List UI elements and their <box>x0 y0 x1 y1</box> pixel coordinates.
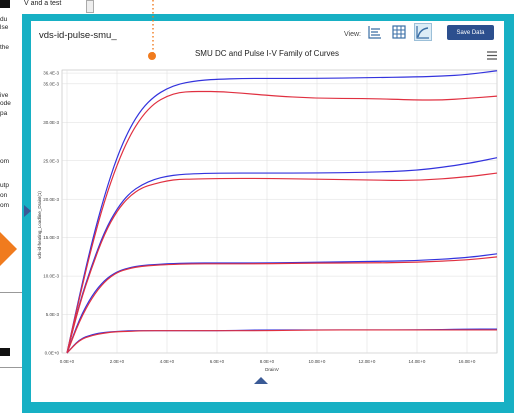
chart-series-group <box>66 70 498 354</box>
document-thumbnail <box>0 348 10 356</box>
chart-axes: 0.0E+0 2.0E+0 4.0E+0 6.0E+0 8.0E+0 10.0E+0 12.… <box>43 71 476 364</box>
doc-fragment: pa <box>0 110 8 117</box>
doc-fragment: on <box>0 192 8 199</box>
chart-settings-icon <box>368 26 381 39</box>
x-tick-label: 4.0E+0 <box>160 359 175 364</box>
graph-view-button[interactable] <box>414 23 432 41</box>
series-line-blue-4 <box>66 157 498 354</box>
series-line-red-7 <box>66 90 498 354</box>
doc-fragment: utp <box>0 182 10 189</box>
x-tick-label: 2.0E+0 <box>110 359 125 364</box>
hamburger-menu-icon[interactable] <box>487 51 497 60</box>
iv-curve-chart: SMU DC and Pulse I-V Family of Curves 0.… <box>37 49 498 372</box>
pointer-arrow-icon <box>0 232 17 266</box>
panel-title: vds-id-pulse-smu_ <box>39 30 117 41</box>
doc-fragment: om <box>0 202 10 209</box>
table-view-button[interactable] <box>391 24 407 40</box>
view-label: View: <box>344 31 361 38</box>
doc-fragment: the <box>0 44 10 51</box>
chart-grid <box>61 69 498 354</box>
y-tick-label: 36.4E-3 <box>43 71 59 76</box>
doc-fragment: lse <box>0 24 9 31</box>
x-axis-label: DrainV <box>265 367 279 372</box>
y-tick-label: 30.0E-3 <box>43 120 59 125</box>
doc-divider <box>0 367 24 368</box>
series-line-red-5 <box>66 172 498 354</box>
x-tick-label: 14.0E+0 <box>409 359 426 364</box>
y-tick-label: 20.0E-3 <box>43 197 59 202</box>
x-tick-label: 10.0E+0 <box>309 359 326 364</box>
y-tick-label: 25.0E-3 <box>43 158 59 163</box>
x-tick-label: 6.0E+0 <box>210 359 225 364</box>
doc-top-text: V and a test <box>24 0 62 7</box>
doc-fragment: ode <box>0 100 11 107</box>
document-thumbnail <box>0 0 10 8</box>
save-data-button[interactable]: Save Data <box>447 25 494 40</box>
y-tick-label: 0.0E+0 <box>45 351 60 356</box>
series-line-blue-0 <box>66 328 497 354</box>
line-chart-icon <box>416 26 429 39</box>
y-tick-label: 5.0E-3 <box>46 312 60 317</box>
chart-settings-button[interactable] <box>367 24 383 40</box>
y-tick-label: 10.0E-3 <box>43 274 59 279</box>
x-tick-label: 8.0E+0 <box>260 359 275 364</box>
table-icon <box>392 25 406 39</box>
series-line-blue-2 <box>66 253 498 354</box>
doc-divider <box>0 292 24 293</box>
series-line-red-1 <box>66 329 497 354</box>
x-tick-label: 16.0E+0 <box>459 359 476 364</box>
graph-panel: vds-id-pulse-smu_ View: Save Data <box>31 21 504 402</box>
series-line-red-3 <box>66 256 498 354</box>
y-tick-label: 15.0E-3 <box>43 235 59 240</box>
plot-area <box>61 69 498 354</box>
x-tick-label: 0.0E+0 <box>60 359 75 364</box>
chart-title: SMU DC and Pulse I-V Family of Curves <box>195 49 339 58</box>
annotation-dot <box>148 52 156 60</box>
annotation-dotted-line <box>152 0 154 55</box>
scrollbar-thumb[interactable] <box>86 0 94 13</box>
background-document: du lse the ive ode pa om utp on om <box>0 0 24 413</box>
bottom-panel-toggle-icon[interactable] <box>254 377 268 384</box>
y-tick-label: 35.0E-3 <box>43 81 59 86</box>
series-line-blue-6 <box>66 70 498 354</box>
x-tick-label: 12.0E+0 <box>359 359 376 364</box>
doc-fragment: du <box>0 16 8 23</box>
y-axis-label: vds-id-heating_Loadline_DrainI(1) <box>37 191 42 259</box>
side-panel-toggle-icon[interactable] <box>24 205 31 217</box>
doc-fragment: om <box>0 158 10 165</box>
doc-fragment: ive <box>0 92 9 99</box>
